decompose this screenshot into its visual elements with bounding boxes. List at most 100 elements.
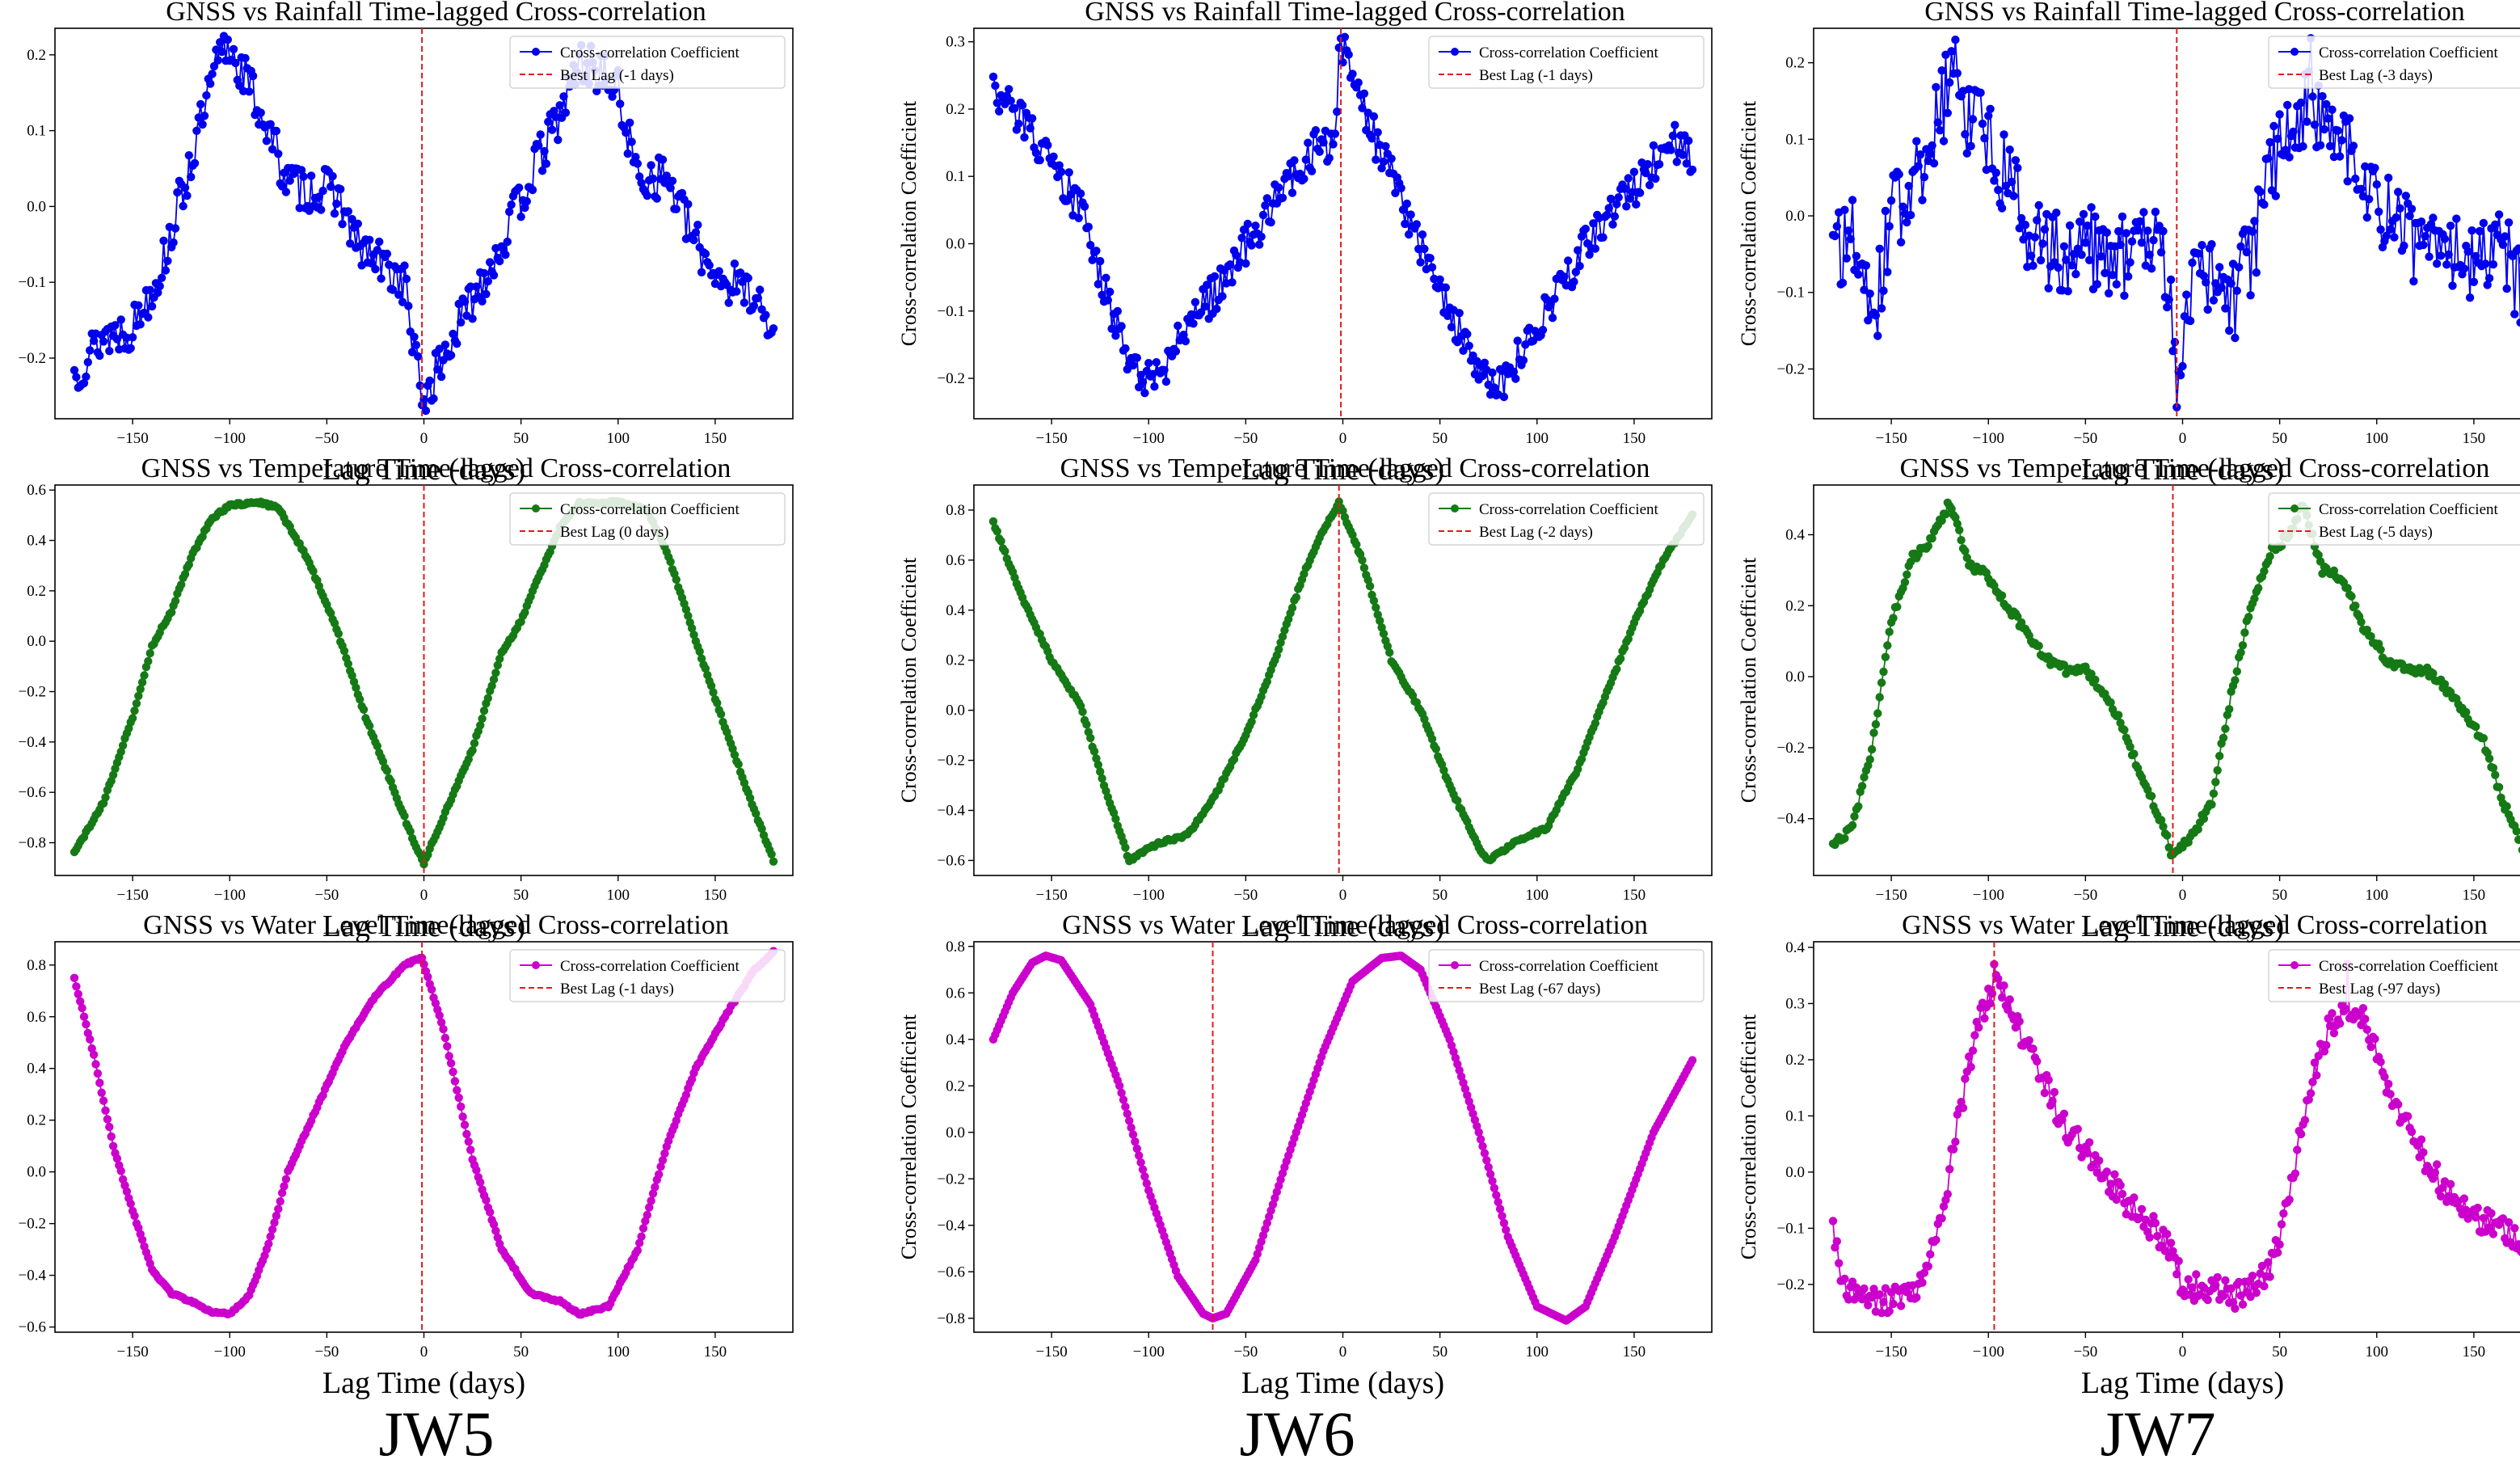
- data-point: [493, 660, 502, 670]
- data-point: [86, 1035, 95, 1044]
- data-point: [1315, 147, 1324, 156]
- data-point: [1401, 219, 1410, 229]
- data-point: [1667, 146, 1675, 154]
- data-point: [1111, 331, 1120, 340]
- x-tick-label: −100: [1973, 1344, 2004, 1360]
- data-point: [262, 137, 272, 146]
- data-point: [1581, 224, 1591, 234]
- x-tick-label: 100: [607, 1344, 630, 1360]
- data-point: [2502, 802, 2511, 811]
- data-point: [356, 695, 365, 704]
- data-point: [1885, 221, 1894, 231]
- data-point: [1082, 720, 1091, 729]
- data-point: [1398, 205, 1408, 214]
- legend-box: [1428, 36, 1705, 89]
- data-point: [1001, 546, 1009, 556]
- data-point: [1338, 506, 1347, 516]
- y-axis-label: Cross-correlation Coefficient: [1737, 100, 1760, 346]
- data-point: [99, 337, 108, 346]
- data-point: [1088, 255, 1097, 264]
- data-point: [134, 301, 143, 310]
- data-point: [171, 597, 180, 605]
- data-point: [2510, 1224, 2519, 1233]
- data-point: [145, 285, 154, 294]
- data-point: [2325, 141, 2335, 150]
- y-tick-label: −0.2: [1777, 740, 1805, 757]
- data-point: [1121, 344, 1130, 353]
- data-point: [1978, 119, 1987, 129]
- data-point: [2050, 1087, 2059, 1097]
- data-point: [1896, 238, 1906, 247]
- data-point: [2054, 263, 2063, 272]
- x-tick-label: 50: [513, 1344, 529, 1360]
- data-point: [1284, 171, 1293, 181]
- data-point: [450, 1077, 460, 1086]
- data-point: [2400, 241, 2408, 251]
- data-point: [274, 1204, 283, 1213]
- y-tick-label: 0.2: [946, 652, 965, 669]
- data-point: [343, 207, 352, 216]
- data-point: [1094, 280, 1103, 289]
- x-tick-label: −150: [1035, 430, 1067, 447]
- legend-series-label: Cross-correlation Coefficient: [2319, 44, 2498, 61]
- data-point: [2083, 221, 2092, 230]
- data-point: [1904, 181, 1913, 191]
- data-point: [2176, 371, 2185, 380]
- data-point: [1092, 247, 1101, 255]
- chart-jw5-water-level: GNSS vs Water Level Time-lagged Cross-co…: [0, 910, 794, 1400]
- data-point: [144, 313, 153, 322]
- x-tick-label: −100: [1973, 887, 2004, 904]
- data-point: [520, 203, 529, 213]
- data-point: [2207, 240, 2216, 249]
- data-point: [2362, 213, 2371, 222]
- series-line: [992, 36, 1693, 398]
- data-point: [2116, 240, 2125, 250]
- data-point: [136, 685, 145, 694]
- data-point: [2419, 240, 2428, 250]
- data-point: [1842, 254, 1851, 263]
- legend-series-marker: [2290, 961, 2299, 969]
- data-point: [647, 161, 655, 170]
- data-point: [561, 108, 571, 117]
- data-point: [103, 1115, 112, 1124]
- data-point: [2164, 843, 2173, 852]
- data-point: [2145, 1233, 2154, 1242]
- data-point: [1645, 180, 1654, 190]
- data-point: [1340, 32, 1350, 41]
- data-point: [2296, 1129, 2306, 1139]
- data-point: [2335, 152, 2345, 161]
- data-point: [2137, 1204, 2147, 1214]
- data-point: [1344, 50, 1353, 59]
- x-tick-label: 0: [1339, 430, 1347, 447]
- y-tick-label: −0.1: [1777, 1220, 1805, 1237]
- data-point: [1098, 774, 1106, 783]
- data-point: [1255, 240, 1264, 249]
- legend-best-lag-label: Best Lag (-5 days): [2319, 524, 2433, 541]
- data-point: [1257, 232, 1266, 241]
- data-point: [1049, 152, 1058, 161]
- data-point: [2264, 1258, 2273, 1267]
- data-point: [95, 1078, 104, 1087]
- y-tick-label: −0.2: [938, 1171, 965, 1187]
- data-point: [1991, 168, 2000, 177]
- data-point: [677, 188, 687, 198]
- x-tick-label: 0: [420, 887, 428, 904]
- data-point: [1966, 1062, 1975, 1072]
- x-tick-label: 0: [1339, 887, 1347, 904]
- data-point: [2328, 105, 2337, 114]
- data-point: [216, 38, 225, 47]
- data-point: [2264, 154, 2273, 163]
- data-point: [479, 707, 489, 715]
- data-point: [348, 214, 356, 224]
- data-point: [631, 153, 640, 162]
- data-point: [1852, 251, 1861, 260]
- y-tick-label: 0.0: [1785, 669, 1805, 685]
- data-point: [2438, 1183, 2447, 1192]
- data-point: [1358, 103, 1367, 112]
- data-point: [697, 268, 706, 276]
- data-point: [72, 373, 81, 382]
- data-point: [1455, 309, 1464, 318]
- chart-title: GNSS vs Water Level Time-lagged Cross-co…: [1902, 910, 2488, 940]
- data-point: [436, 372, 446, 382]
- data-point: [1906, 210, 1915, 220]
